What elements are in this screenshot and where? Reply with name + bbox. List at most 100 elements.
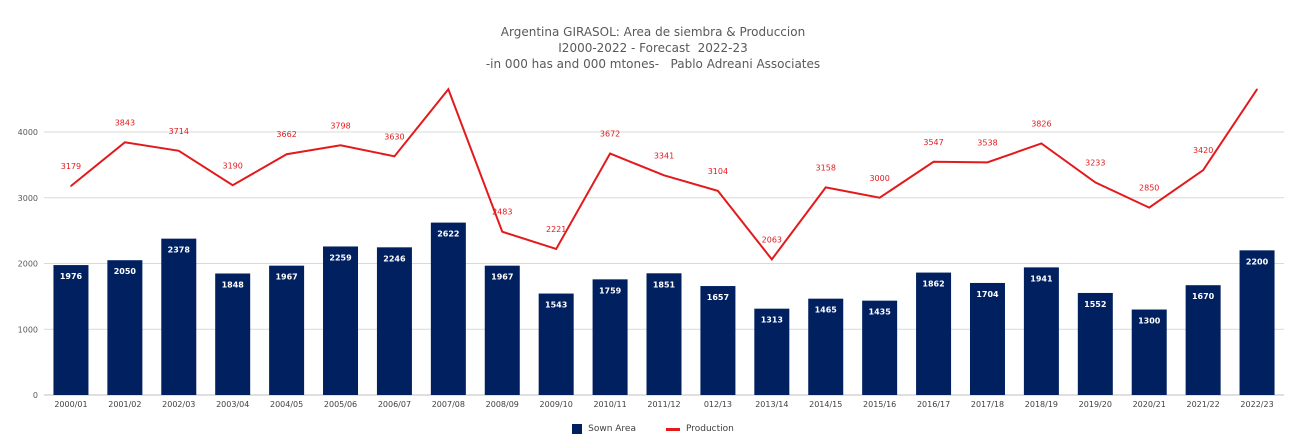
bar-data-label: 1435 (869, 308, 892, 317)
bar-data-label: 1862 (922, 280, 944, 289)
bar-data-label: 1313 (761, 316, 783, 325)
line-point (231, 184, 234, 187)
line-data-label: 3000 (869, 174, 889, 183)
line-data-label: 3341 (654, 151, 674, 160)
legend-item-production: Production (665, 424, 734, 434)
bar-data-label: 1967 (275, 273, 297, 282)
line-data-label: 3538 (977, 138, 997, 147)
bar-data-label: 1976 (60, 272, 83, 281)
y-tick-label: 2000 (18, 260, 38, 269)
bar (592, 279, 628, 395)
line-data-label: 3630 (384, 132, 404, 141)
y-tick-label: 0 (33, 391, 38, 400)
bar (484, 265, 520, 395)
bar (538, 293, 574, 395)
line-data-label: 3798 (330, 121, 350, 130)
bar (754, 308, 790, 395)
legend-label-production: Production (685, 424, 734, 434)
line-point (717, 190, 719, 192)
bar (916, 272, 952, 395)
line-data-label: 3843 (115, 118, 135, 127)
line-point (1256, 88, 1258, 91)
bar-data-label: 1543 (545, 301, 567, 310)
x-tick-label: 2020/21 (1133, 400, 1166, 409)
x-tick-label: 2006/07 (378, 400, 411, 409)
line-data-label: 2850 (1139, 184, 1159, 193)
bar-data-label: 1704 (976, 290, 999, 299)
line-data-label: 3662 (276, 130, 296, 139)
line-point (447, 88, 450, 91)
x-tick-label: 2018/19 (1025, 400, 1058, 409)
line-data-label: 2063 (762, 235, 782, 244)
x-tick-label: 2001/02 (108, 400, 141, 409)
chart-legend: Sown Area Production (0, 424, 1296, 434)
line-data-label: 3672 (600, 130, 620, 139)
bar (215, 273, 251, 395)
bar (430, 222, 466, 395)
legend-swatch-sown-area (572, 424, 583, 434)
x-tick-label: 2003/04 (216, 400, 249, 409)
bar-data-label: 1759 (599, 286, 622, 295)
bar-data-label: 1670 (1192, 292, 1215, 301)
bar-data-label: 1657 (707, 293, 729, 302)
line-data-label: 3714 (169, 127, 189, 136)
line-data-label: 3190 (223, 161, 243, 170)
series-line-production (70, 87, 1258, 261)
line-point (70, 185, 72, 187)
line-point (285, 153, 288, 156)
line-data-label: 3420 (1193, 146, 1213, 155)
x-tick-label: 2011/12 (647, 400, 680, 409)
line-point (124, 141, 126, 144)
y-tick-label: 3000 (18, 194, 38, 203)
line-point (878, 196, 881, 199)
bar (1131, 309, 1167, 395)
x-tick-label: 2022/23 (1240, 400, 1273, 409)
legend-swatch-production (665, 427, 680, 431)
x-tick-label: 2019/20 (1079, 400, 1112, 409)
x-tick-label: 2002/03 (162, 400, 195, 409)
chart-title-line-1: Argentina GIRASOL: Area de siembra & Pro… (500, 25, 806, 39)
line-point (501, 230, 504, 233)
x-tick-label: 2005/06 (324, 400, 357, 409)
legend-item-sown-area: Sown Area (572, 424, 636, 434)
y-tick-label: 1000 (18, 325, 38, 334)
bar (862, 300, 898, 395)
chart-title-line-2: I2000-2022 - Forecast 2022-23 (558, 41, 748, 55)
bar-data-label: 2200 (1246, 257, 1269, 266)
line-point (932, 160, 935, 163)
bar-data-label: 1941 (1030, 274, 1053, 283)
line-point (177, 150, 180, 152)
bar (700, 286, 736, 395)
line-point (609, 152, 611, 155)
x-tick-label: 2014/15 (809, 400, 842, 409)
x-tick-label: 2016/17 (917, 400, 950, 409)
line-point (1040, 142, 1043, 145)
line-point (339, 144, 342, 147)
x-tick-label: 2000/01 (54, 400, 87, 409)
bar (1185, 285, 1221, 395)
x-tick-label: 2007/08 (432, 400, 465, 409)
x-tick-label: 2008/09 (486, 400, 519, 409)
x-tick-label: 2009/10 (540, 400, 573, 409)
line-point (986, 161, 989, 164)
bar (1239, 250, 1275, 395)
line-point (1094, 181, 1097, 184)
line-data-label: 3826 (1031, 119, 1051, 128)
line-data-label: 3179 (61, 162, 81, 171)
bar-data-label: 2050 (114, 267, 137, 276)
bar (1023, 267, 1059, 395)
bar-data-label: 1300 (1138, 317, 1161, 326)
bar-data-label: 2259 (329, 253, 352, 262)
line-data-label: 3233 (1085, 158, 1105, 167)
x-tick-label: 2021/22 (1187, 400, 1220, 409)
bar-data-label: 1465 (815, 306, 838, 315)
line-point (771, 258, 773, 261)
line-data-label: 2483 (492, 208, 512, 217)
bar (53, 265, 89, 395)
x-tick-label: 012/13 (704, 400, 732, 409)
bar (161, 238, 197, 395)
bar (646, 273, 682, 395)
chart-title-line-3: -in 000 has and 000 mtones- Pablo Adrean… (485, 57, 821, 71)
line-point (1148, 206, 1151, 209)
